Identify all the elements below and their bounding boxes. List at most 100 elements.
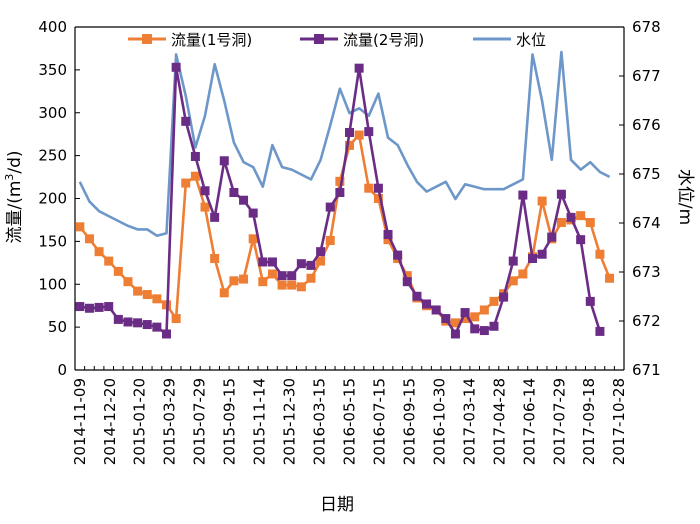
y-right-tick-label: 677 [632,67,661,85]
y-left-tick-label: 200 [38,190,67,208]
data-point-flow2 [422,299,432,309]
legend-item-level: 水位 [473,31,546,49]
data-point-flow2 [566,212,576,222]
data-point-flow1 [335,176,345,186]
legend-marker-flow1 [142,34,152,44]
data-point-flow2 [345,127,354,137]
data-point-flow2 [306,260,316,270]
data-point-flow2 [537,249,547,259]
data-point-flow1 [277,280,287,290]
series-line-flow2 [79,66,602,336]
data-point-flow2 [162,329,171,339]
legend-item-flow1: 流量(1号洞) [128,31,252,49]
data-point-flow2 [412,291,422,301]
y-left-tick-label: 150 [38,232,67,250]
y-right-tick-label: 678 [632,18,661,36]
x-tick-label: 2017-09-18 [580,378,598,465]
data-point-flow1 [219,288,229,298]
data-point-flow1 [190,171,200,181]
data-point-flow1 [142,290,152,300]
data-point-flow1 [210,254,220,264]
data-point-flow1 [248,234,258,244]
legend-label-flow2: 流量(2号洞) [343,31,424,49]
data-point-flow2 [113,314,123,324]
data-point-flow2 [499,292,509,302]
data-point-flow1 [585,218,595,228]
data-point-flow1 [84,234,94,244]
data-point-flow2 [479,326,489,336]
data-point-flow1 [364,183,374,193]
x-tick-label: 2014-12-20 [101,378,119,465]
x-tick-label: 2016-07-15 [370,378,388,465]
y-left-tick-label: 100 [38,275,67,293]
data-point-flow1 [94,247,104,257]
data-point-flow1 [306,273,316,283]
data-point-flow2 [287,271,297,281]
data-point-flow1 [267,269,277,279]
data-point-flow2 [248,208,258,218]
data-point-flow2 [585,296,595,306]
data-point-flow1 [345,140,354,150]
y-right-tick-label: 671 [632,361,661,379]
data-point-flow1 [104,256,114,266]
x-tick-label: 2015-01-20 [131,378,149,465]
data-point-flow2 [104,302,114,312]
data-point-flow2 [277,271,287,281]
legend-item-flow2: 流量(2号洞) [300,31,424,49]
data-point-flow2 [75,302,85,312]
y-right-tick-label: 675 [632,165,661,183]
x-tick-label: 2017-07-29 [550,378,568,465]
data-point-flow1 [479,305,489,315]
data-point-flow2 [267,257,277,267]
y-axis-title-left: 流量/(m3/d) [3,150,25,243]
x-tick-label: 2015-09-15 [221,378,239,465]
ticks: 0 50 100 150 200 250 300 350 400 671 672 673 674 675 6… [38,18,660,465]
x-tick-label: 2017-04-28 [490,378,508,465]
data-point-flow1 [123,277,133,287]
data-point-flow1 [75,222,85,232]
series [75,50,615,339]
data-point-flow2 [518,190,528,200]
x-tick-label: 2016-10-30 [430,378,448,465]
data-point-flow1 [316,256,326,266]
data-point-flow1 [595,249,605,259]
y-right-tick-label: 676 [632,116,661,134]
data-point-flow2 [152,322,162,332]
data-point-flow2 [210,212,220,222]
data-point-flow2 [219,156,229,166]
data-point-flow2 [123,317,133,327]
y-left-tick-label: 350 [38,61,67,79]
data-point-flow1 [133,286,143,296]
x-tick-label: 2014-11-09 [71,378,89,465]
data-point-flow1 [113,266,123,276]
legend: 流量(1号洞) 流量(2号洞) 水位 [128,31,546,49]
data-point-flow2 [200,186,210,196]
data-point-flow2 [133,318,143,328]
data-point-flow1 [258,277,268,287]
y-axis-title-left-tail: /d) [5,150,25,173]
y-left-tick-label: 0 [57,361,67,379]
data-point-flow2 [547,232,557,242]
data-point-flow2 [325,202,335,212]
y-right-tick-label: 672 [632,312,661,330]
data-point-flow1 [460,314,470,324]
x-tick-label: 2015-07-29 [191,378,209,465]
data-point-flow1 [605,273,615,283]
x-tick-label: 2016-03-15 [311,378,329,465]
data-point-flow2 [171,62,181,72]
data-point-flow1 [537,196,547,206]
data-point-flow2 [316,247,326,257]
data-point-flow1 [354,130,364,140]
data-point-flow2 [460,308,470,318]
data-point-flow2 [450,329,460,339]
x-tick-label: 2016-05-15 [341,378,359,465]
data-point-flow1 [450,318,460,328]
data-point-flow2 [258,257,268,267]
legend-marker-flow2 [314,34,324,44]
x-tick-label: 2016-09-15 [400,378,418,465]
data-point-flow1 [152,294,162,304]
data-point-flow1 [576,211,586,221]
data-point-flow2 [402,277,412,287]
y-left-tick-label: 400 [38,18,67,36]
data-point-flow2 [373,183,383,193]
